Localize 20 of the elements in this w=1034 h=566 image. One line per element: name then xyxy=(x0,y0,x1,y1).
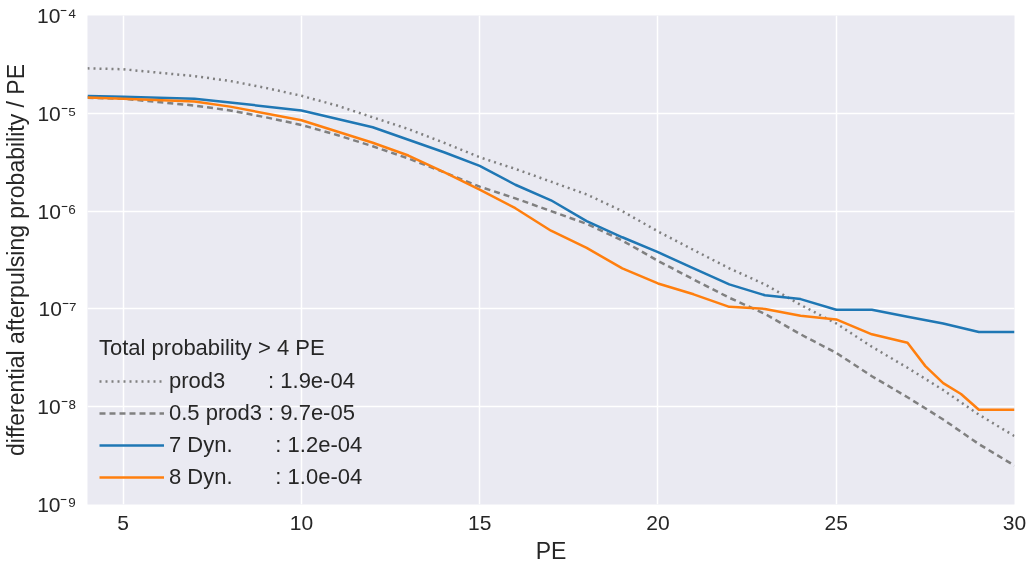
legend-label: 0.5 prod3 : 9.7e-05 xyxy=(169,399,355,427)
x-tick-label: 25 xyxy=(824,510,848,534)
y-axis-title: differential afterpulsing probability / PE xyxy=(3,63,30,457)
x-tick-label: 15 xyxy=(468,510,492,534)
x-tick-label: 5 xyxy=(117,510,129,534)
legend-label: prod3 : 1.9e-04 xyxy=(169,367,355,395)
y-tick-label: 10⁻⁹ xyxy=(37,493,77,516)
legend-label: 8 Dyn. : 1.0e-04 xyxy=(169,463,363,491)
y-tick-label: 10⁻⁶ xyxy=(37,199,77,223)
x-tick-label: 20 xyxy=(646,510,670,534)
y-tick-label: 10⁻⁴ xyxy=(37,4,77,27)
x-tick-label: 10 xyxy=(289,510,314,534)
y-tick-label: 10⁻⁵ xyxy=(37,101,77,125)
x-tick-label: 30 xyxy=(1002,510,1027,534)
y-tick-label: 10⁻⁸ xyxy=(37,395,77,419)
legend-label: 7 Dyn. : 1.2e-04 xyxy=(169,431,363,459)
line-series xyxy=(87,94,1015,334)
x-axis-title: PE xyxy=(535,537,567,564)
y-tick-label: 10⁻⁷ xyxy=(38,297,77,321)
legend-title: Total probability > 4 PE xyxy=(99,335,326,361)
